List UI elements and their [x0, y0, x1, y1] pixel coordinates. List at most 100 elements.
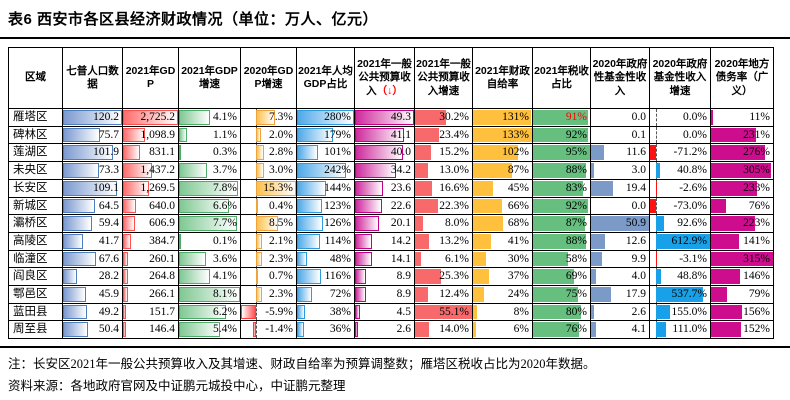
- data-bar: [533, 322, 579, 338]
- cell-population: 59.4: [62, 214, 123, 233]
- data-bar: [63, 269, 77, 285]
- cell-budget_revenue_growth_2021: 14.0%: [414, 320, 473, 340]
- cell-content: 75%: [533, 287, 590, 303]
- cell-budget_revenue_2021: 23.6: [354, 178, 415, 198]
- data-bar: [123, 233, 131, 249]
- data-bar: [256, 233, 262, 249]
- data-bar: [473, 145, 519, 161]
- cell-value: 45%: [507, 181, 529, 194]
- data-bar: [355, 216, 380, 231]
- cell-content: 38%: [297, 304, 354, 320]
- cell-gdp_2021: 831.1: [122, 143, 179, 163]
- cell-value: 537.7%: [671, 288, 707, 301]
- cell-content: 2.6: [591, 304, 649, 320]
- cell-content: 155.0%: [651, 304, 710, 320]
- table-row: 蓝田县 49.2 151.7 6.2% -5.9% 38% 4.5 55.1% 8% 80% 2.6…: [8, 302, 774, 322]
- cell-tax_ratio_2021: 83%: [532, 178, 591, 198]
- cell-value: 20.1: [390, 217, 411, 230]
- cell-content: 76%: [533, 322, 590, 338]
- data-bar: [591, 251, 603, 267]
- cell-debt_ratio_2020: 233%: [710, 178, 774, 198]
- cell-content: 19.4: [591, 180, 649, 196]
- cell-value: 111.0%: [672, 323, 707, 336]
- data-bar: [415, 287, 428, 302]
- cell-content: 45%: [473, 180, 532, 196]
- cell-content: 41.1: [355, 127, 414, 143]
- cell-content: 13.0%: [415, 163, 472, 179]
- cell-value: 48%: [329, 252, 351, 265]
- cell-value: 116%: [324, 270, 351, 283]
- cell-content: 4.1%: [179, 269, 240, 285]
- data-bar: [63, 233, 84, 249]
- data-bar: [63, 198, 95, 214]
- cell-value: 109.1: [93, 181, 119, 194]
- data-bar: [256, 145, 264, 161]
- cell-content: 80%: [533, 304, 590, 320]
- data-bar: [123, 251, 129, 267]
- cell-content: 23.6: [355, 180, 414, 196]
- cell-value: 88%: [565, 234, 587, 247]
- cell-gdp_growth_2020: 2.3%: [240, 249, 297, 269]
- cell-pc_gdp_ratio_2021: 126%: [296, 214, 355, 233]
- cell-fiscal_self_sufficiency_2021: 87%: [472, 161, 533, 180]
- region-name: 碑林区: [13, 128, 48, 141]
- data-bar: [473, 163, 512, 178]
- data-bar: [415, 304, 472, 320]
- cell-population: 75.7: [62, 125, 123, 145]
- data-bar: [591, 287, 612, 302]
- data-bar: [355, 287, 366, 302]
- econ-table: 区域 七普人口数据 2021年GDP 2021年GDP增速 2020年GDP增速 2021…: [8, 47, 774, 340]
- cell-budget_revenue_2021: 49.3: [354, 108, 415, 127]
- data-bar: [179, 163, 207, 178]
- cell-fiscal_self_sufficiency_2021: 37%: [472, 267, 533, 287]
- data-bar: [256, 269, 259, 285]
- cell-content: 未央区: [10, 163, 62, 179]
- column-header-pc_gdp_ratio_2021: 2021年人均GDP占比: [296, 47, 355, 109]
- data-bar: [415, 251, 422, 267]
- data-bar: [711, 216, 755, 231]
- cell-content: 4.1: [591, 322, 649, 338]
- cell-value: 260.1: [149, 252, 175, 265]
- cell-budget_revenue_2021: 14.2: [354, 231, 415, 251]
- footnote: 注：长安区2021年一般公共预算收入及其增速、财政自给率为预算调整数；雁塔区税收…: [8, 357, 596, 371]
- cell-content: -2.6%: [651, 180, 710, 197]
- data-bar: [63, 127, 101, 143]
- cell-tax_ratio_2021: 87%: [532, 214, 591, 233]
- data-bar: [591, 322, 596, 338]
- cell-gdp_growth_2020: 8.5%: [240, 214, 297, 233]
- cell-content: 3.6%: [179, 251, 240, 267]
- cell-population: 120.2: [62, 108, 123, 127]
- cell-content: 22.3%: [415, 198, 472, 214]
- cell-gdp_growth_2021: 3.7%: [178, 161, 241, 180]
- data-bar: [297, 145, 318, 161]
- data-bar: [415, 322, 430, 338]
- zero-axis-line: [656, 180, 658, 197]
- cell-pc_gdp_ratio_2021: 116%: [296, 267, 355, 287]
- cell-gov_fund_revenue_2020: 2.6: [590, 302, 650, 322]
- cell-budget_revenue_2021: 14.1: [354, 249, 415, 269]
- data-bar: [656, 163, 660, 178]
- cell-value: 0.0%: [683, 128, 707, 141]
- cell-gov_fund_revenue_2020: 17.9: [590, 285, 650, 304]
- cell-content: 606.9: [123, 216, 178, 232]
- cell-value: 80%: [565, 305, 587, 318]
- cell-population: 50.4: [62, 320, 123, 340]
- cell-value: 606.9: [149, 217, 175, 230]
- cell-gdp_2021: 151.7: [122, 302, 179, 322]
- cell-region: 莲湖区: [8, 143, 63, 163]
- table-row: 新城区 64.5 640.0 6.6% 0.4% 123% 22.6 22.3% 66% 92% 0…: [8, 196, 774, 216]
- cell-debt_ratio_2020: 231%: [710, 125, 774, 145]
- cell-value: 315%: [743, 252, 770, 265]
- data-bar: [63, 110, 122, 125]
- column-header-tax_ratio_2021: 2021年税收占比: [532, 47, 591, 109]
- cell-gov_fund_growth_2020: -3.1%: [649, 249, 711, 269]
- cell-content: 131%: [473, 109, 532, 125]
- cell-region: 高陵区: [8, 231, 63, 251]
- cell-content: 2,725.2: [123, 109, 178, 125]
- cell-fiscal_self_sufficiency_2021: 66%: [472, 196, 533, 216]
- data-bar: [297, 216, 323, 231]
- cell-value: 75%: [565, 288, 587, 301]
- cell-pc_gdp_ratio_2021: 101%: [296, 143, 355, 163]
- cell-value: 6%: [513, 323, 529, 336]
